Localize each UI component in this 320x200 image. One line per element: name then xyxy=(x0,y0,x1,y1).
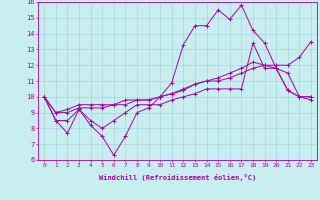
X-axis label: Windchill (Refroidissement éolien,°C): Windchill (Refroidissement éolien,°C) xyxy=(99,174,256,181)
